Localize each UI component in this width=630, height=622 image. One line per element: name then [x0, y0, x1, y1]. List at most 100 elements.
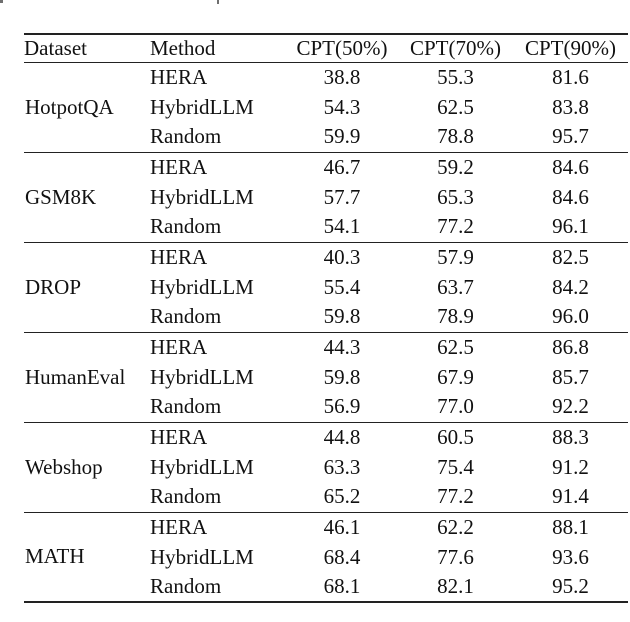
column-header-cpt70: CPT(70%): [410, 35, 501, 60]
method-cell: HERA: [150, 154, 208, 179]
cpt70-cell: 65.3: [437, 184, 474, 209]
cpt50-cell: 57.7: [323, 184, 361, 209]
table-row: HybridLLM 63.3 75.4 91.2: [24, 452, 628, 482]
cpt90-cell: 92.2: [552, 394, 589, 419]
cpt50-cell: 55.4: [323, 274, 361, 299]
cpt90-cell: 86.8: [552, 334, 589, 359]
table-row: Random 65.2 77.2 91.4: [24, 482, 628, 512]
cpt90-cell: 95.2: [552, 574, 589, 598]
column-header-method: Method: [150, 35, 216, 60]
table-header: Dataset Method CPT(50%) CPT(70%) CPT(90%…: [24, 34, 628, 62]
table-row: Random 56.9 77.0 92.2: [24, 392, 628, 422]
cpt90-cell: 81.6: [552, 64, 589, 89]
cpt70-cell: 78.9: [437, 304, 474, 329]
cpt70-cell: 62.2: [437, 514, 474, 539]
method-cell: HERA: [150, 514, 208, 539]
cpt90-cell: 88.1: [552, 514, 589, 539]
cpt90-cell: 83.8: [552, 94, 589, 119]
method-cell: HybridLLM: [150, 274, 254, 299]
cpt50-cell: 46.7: [323, 154, 361, 179]
cpt90-cell: 85.7: [552, 364, 589, 389]
table-row: HybridLLM 59.8 67.9 85.7: [24, 362, 628, 392]
dataset-cell: Webshop: [25, 454, 103, 479]
cpt70-cell: 82.1: [437, 574, 474, 598]
cpt90-cell: 84.6: [552, 154, 589, 179]
method-cell: HERA: [150, 424, 208, 449]
header-row: Dataset Method CPT(50%) CPT(70%) CPT(90%…: [24, 34, 628, 62]
dataset-group-hotpotqa: HotpotQA HERA 38.8 55.3 81.6 HybridLLM 5…: [24, 62, 628, 152]
cpt70-cell: 55.3: [437, 64, 474, 89]
results-table: Dataset Method CPT(50%) CPT(70%) CPT(90%…: [24, 33, 628, 603]
cpt70-cell: 78.8: [437, 124, 474, 149]
method-cell: HERA: [150, 334, 208, 359]
table-row: HumanEval HERA 44.3 62.5 86.8: [24, 332, 628, 387]
dataset-group-math: MATH HERA 46.1 62.2 88.1 HybridLLM 68.4 …: [24, 512, 628, 602]
cpt70-cell: 67.9: [437, 364, 474, 389]
cpt50-cell: 63.3: [323, 454, 361, 479]
method-cell: HybridLLM: [150, 364, 254, 389]
method-cell: HERA: [150, 244, 208, 269]
dataset-group-webshop: Webshop HERA 44.8 60.5 88.3 HybridLLM 63…: [24, 422, 628, 512]
table-row: HybridLLM 68.4 77.6 93.6: [24, 542, 628, 572]
cpt50-cell: 56.9: [323, 394, 361, 419]
cpt90-cell: 95.7: [552, 124, 589, 149]
cpt90-cell: 84.6: [552, 184, 589, 209]
cpt70-cell: 77.6: [437, 544, 474, 569]
method-cell: HybridLLM: [150, 184, 254, 209]
cpt90-cell: 91.2: [552, 454, 589, 479]
cpt70-cell: 63.7: [437, 274, 474, 299]
cpt50-cell: 68.1: [323, 574, 361, 598]
table-row: DROP HERA 40.3 57.9 82.5: [24, 242, 628, 297]
table-row: Random 68.1 82.1 95.2: [24, 572, 628, 602]
table-row: HybridLLM 54.3 62.5 83.8: [24, 92, 628, 122]
dataset-cell: DROP: [25, 274, 82, 299]
cpt50-cell: 59.8: [323, 304, 361, 329]
cpt70-cell: 77.2: [437, 484, 474, 509]
cropped-text-artifact: [0, 0, 3, 3]
dataset-cell: GSM8K: [25, 184, 97, 209]
cpt70-cell: 62.5: [437, 94, 474, 119]
cpt50-cell: 54.1: [323, 214, 361, 239]
table-row: Webshop HERA 44.8 60.5 88.3: [24, 422, 628, 477]
cpt70-cell: 75.4: [437, 454, 474, 479]
cpt50-cell: 59.8: [323, 364, 361, 389]
cpt90-cell: 96.0: [552, 304, 589, 329]
column-header-cpt50: CPT(50%): [296, 35, 388, 60]
cpt50-cell: 65.2: [323, 484, 361, 509]
method-cell: Random: [150, 304, 222, 329]
cpt50-cell: 44.8: [323, 424, 361, 449]
cpt50-cell: 59.9: [323, 124, 361, 149]
dataset-cell: MATH: [25, 544, 85, 569]
method-cell: Random: [150, 394, 222, 419]
dataset-cell: HotpotQA: [25, 94, 114, 119]
table-row: Random 59.8 78.9 96.0: [24, 302, 628, 332]
cpt90-cell: 84.2: [552, 274, 589, 299]
cpt90-cell: 88.3: [552, 424, 589, 449]
cpt70-cell: 77.2: [437, 214, 474, 239]
table-row: HotpotQA HERA 38.8 55.3 81.6: [24, 62, 628, 117]
method-cell: HERA: [150, 64, 208, 89]
table-row: Random 59.9 78.8 95.7: [24, 122, 628, 152]
column-header-dataset: Dataset: [24, 35, 87, 60]
cpt70-cell: 60.5: [437, 424, 474, 449]
cpt70-cell: 62.5: [437, 334, 474, 359]
dataset-group-humaneval: HumanEval HERA 44.3 62.5 86.8 HybridLLM …: [24, 332, 628, 422]
method-cell: HybridLLM: [150, 94, 254, 119]
cpt50-cell: 46.1: [323, 514, 361, 539]
method-cell: HybridLLM: [150, 454, 254, 479]
method-cell: Random: [150, 484, 222, 509]
dataset-group-drop: DROP HERA 40.3 57.9 82.5 HybridLLM 55.4 …: [24, 242, 628, 332]
cpt70-cell: 77.0: [437, 394, 474, 419]
cpt50-cell: 38.8: [323, 64, 361, 89]
cpt50-cell: 68.4: [323, 544, 361, 569]
cpt90-cell: 93.6: [552, 544, 589, 569]
method-cell: Random: [150, 574, 222, 598]
cpt50-cell: 44.3: [323, 334, 361, 359]
cpt90-cell: 96.1: [552, 214, 589, 239]
cpt50-cell: 54.3: [323, 94, 361, 119]
table-row: HybridLLM 57.7 65.3 84.6: [24, 182, 628, 212]
table-row: HybridLLM 55.4 63.7 84.2: [24, 272, 628, 302]
method-cell: HybridLLM: [150, 544, 254, 569]
table-row: MATH HERA 46.1 62.2 88.1: [24, 512, 628, 567]
